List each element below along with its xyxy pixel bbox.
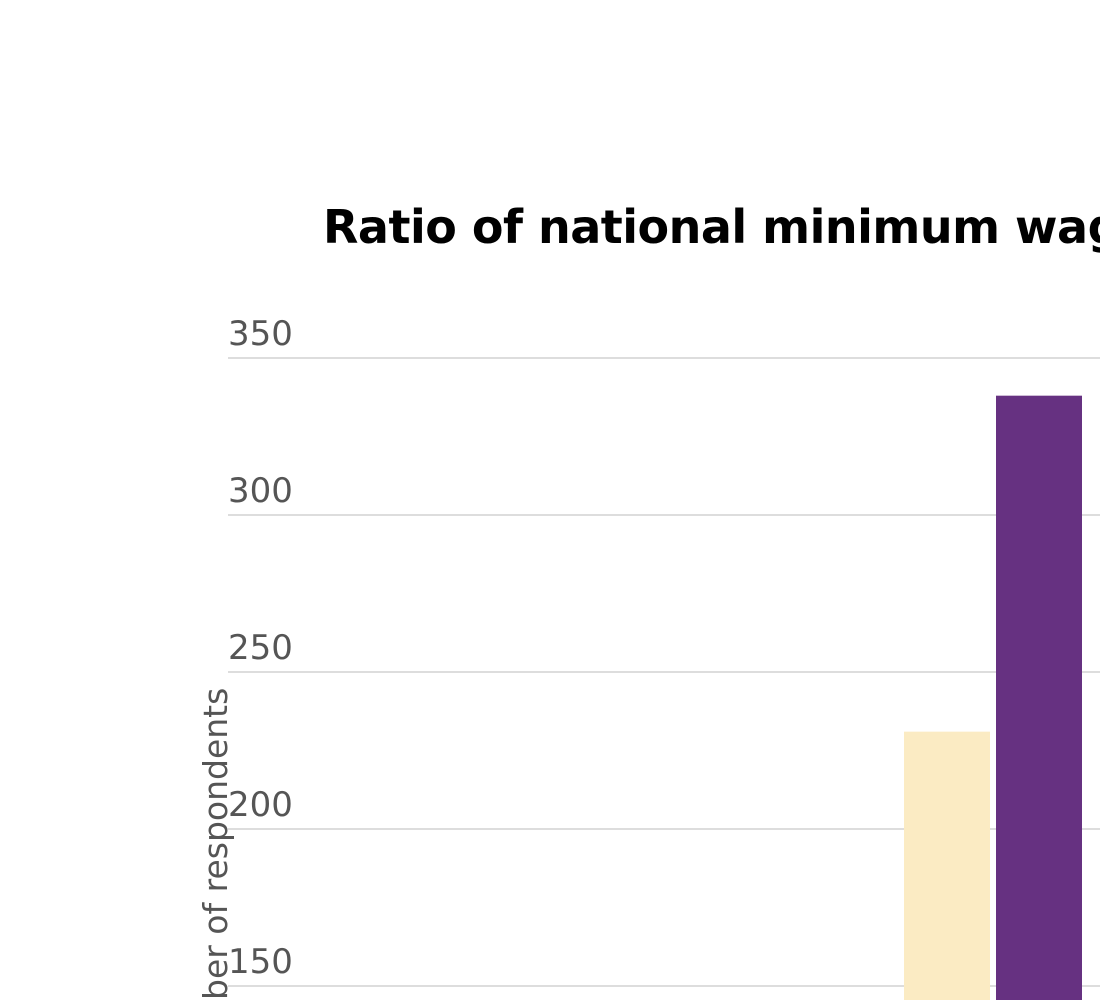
chart-title: Ratio of national minimum wag	[323, 200, 1100, 254]
y-tick-label: 350	[228, 314, 293, 354]
y-tick-label: 150	[228, 942, 293, 982]
y-tick-label: 300	[228, 471, 293, 511]
y-tick-label: 200	[228, 785, 293, 825]
bar-series-1	[996, 395, 1082, 1000]
bar-series-0	[904, 731, 990, 1000]
y-tick-label: 250	[228, 628, 293, 668]
